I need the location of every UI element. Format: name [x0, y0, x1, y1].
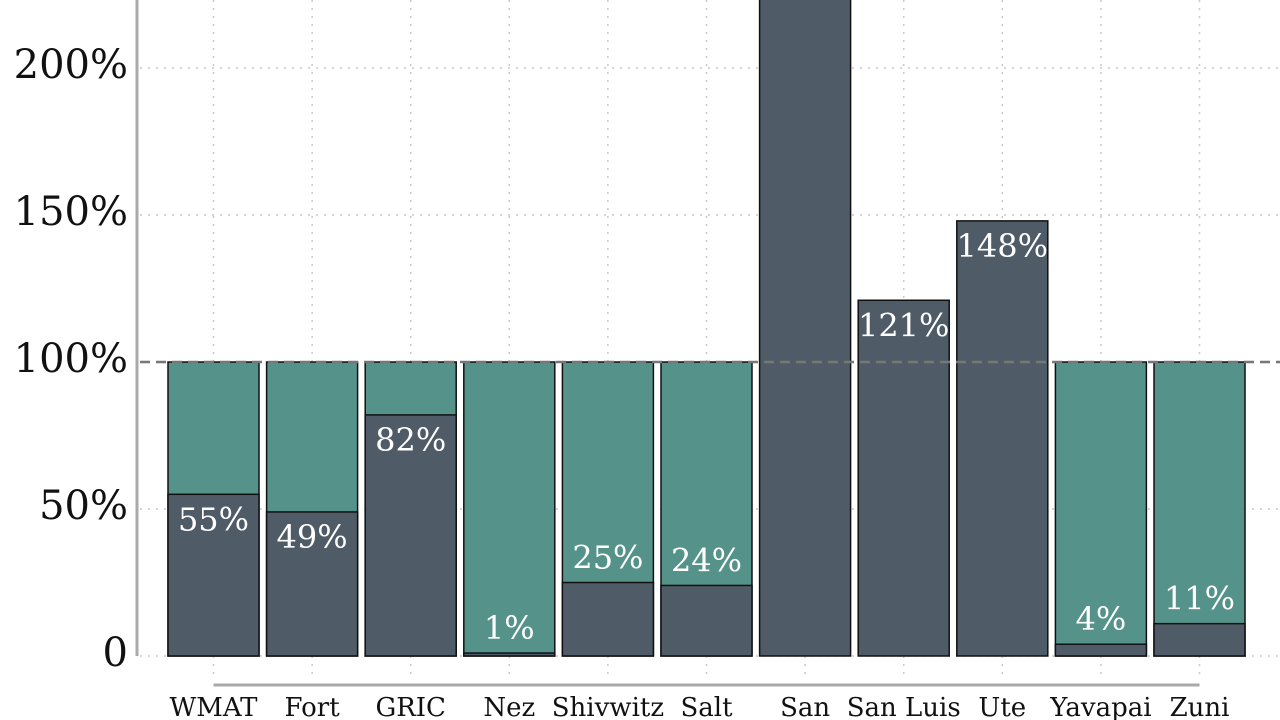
x-tick-label: San: [780, 693, 830, 720]
data-label: 4%: [1076, 600, 1127, 638]
axes: [135, 0, 1280, 687]
bar-fort: [265, 511, 359, 657]
y-tick-label: 200%: [14, 42, 128, 88]
bar-san-luis: [857, 299, 950, 657]
bar-remaining-zuni: [1153, 361, 1246, 657]
bar-zuni: [1153, 622, 1246, 657]
y-tick-label: 100%: [14, 336, 128, 382]
y-tick-label: 50%: [39, 483, 128, 529]
data-label: 24%: [671, 541, 742, 579]
x-tick-label: San Luis: [847, 693, 961, 720]
x-tick-label: WMAT: [169, 693, 258, 720]
x-tick-label: Ute: [978, 693, 1026, 720]
data-label: 11%: [1164, 580, 1235, 618]
y-tick-label: 0: [103, 630, 128, 676]
bar-san: [758, 0, 852, 657]
x-tick-label: Fort: [285, 693, 341, 720]
bar-shivwitz: [561, 581, 655, 657]
data-label: 49%: [277, 518, 348, 556]
data-label: 148%: [957, 227, 1048, 265]
bar-gric: [364, 414, 457, 657]
data-label: 121%: [858, 306, 949, 344]
bar-wmat: [167, 493, 260, 657]
x-tick-label: Zuni: [1170, 693, 1230, 720]
x-tick-label: Shivwitz: [552, 693, 664, 720]
x-tick-label: Salt: [680, 693, 733, 720]
bars: [167, 0, 1246, 657]
y-tick-label: 150%: [14, 189, 128, 235]
data-label: 237%: [759, 0, 850, 3]
x-tick-label: GRIC: [375, 693, 446, 720]
bar-yavapai: [1054, 643, 1148, 657]
x-tick-label: Nez: [483, 693, 535, 720]
data-label: 82%: [375, 421, 446, 459]
bar-salt: [660, 584, 753, 657]
x-tick-label: Yavapai: [1049, 693, 1151, 720]
data-label: 1%: [484, 609, 535, 647]
labels: 0 50% 100% 150% 200% WMAT Fort GRIC Nez Shivwitz S…: [14, 0, 1235, 720]
bar-ute: [956, 220, 1049, 657]
data-label: 25%: [572, 539, 643, 577]
bar-nez: [463, 652, 556, 657]
data-label: 55%: [178, 500, 249, 538]
